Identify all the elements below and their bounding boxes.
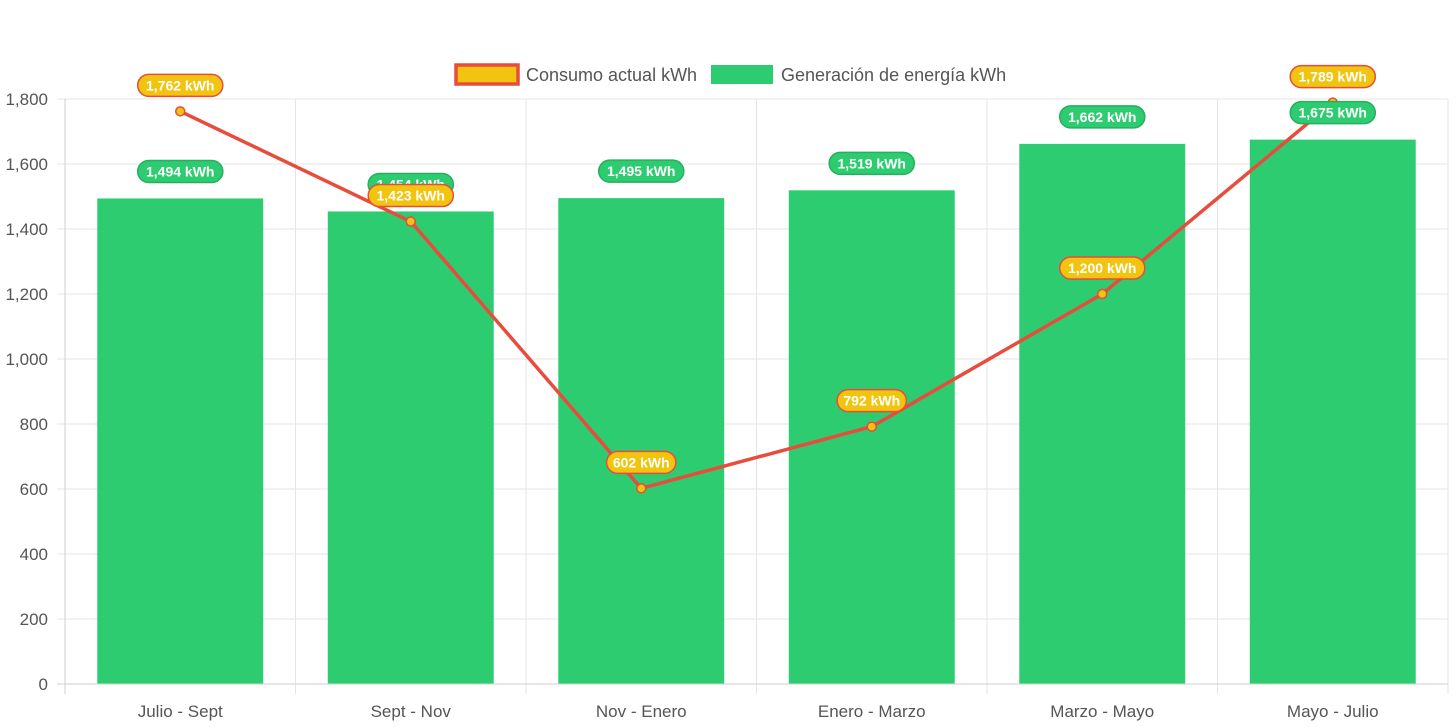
bar-value-label: 1,662 kWh	[1058, 105, 1146, 129]
x-tick-label: Nov - Enero	[596, 702, 687, 721]
data-label-text: 1,494 kWh	[146, 163, 214, 179]
y-tick-label: 1,600	[5, 155, 48, 174]
bar-series	[97, 139, 1416, 685]
bar	[558, 198, 725, 684]
y-tick-label: 1,400	[5, 220, 48, 239]
line-value-label: 602 kWh	[605, 450, 677, 475]
bar	[1019, 143, 1186, 685]
line-value-label: 1,200 kWh	[1058, 256, 1146, 280]
bar-value-label: 1,675 kWh	[1289, 100, 1377, 125]
legend-swatch-generacion	[711, 65, 773, 84]
y-tick-label: 600	[20, 480, 48, 499]
line-point	[636, 483, 647, 494]
bar	[97, 198, 264, 684]
line-point	[175, 106, 186, 117]
bar-value-label: 1,519 kWh	[828, 151, 916, 176]
data-label-text: 1,423 kWh	[377, 188, 445, 204]
data-label-text: 1,675 kWh	[1299, 105, 1367, 121]
data-label-text: 792 kWh	[843, 393, 900, 409]
line-point	[1097, 288, 1108, 300]
line-point	[405, 216, 416, 227]
legend: Consumo actual kWh Generación de energía …	[454, 63, 1006, 86]
data-label-box	[836, 388, 908, 413]
data-label-text: 1,495 kWh	[607, 163, 675, 179]
y-tick-label: 400	[20, 545, 48, 564]
data-label-box	[605, 450, 677, 475]
legend-item-generacion: Generación de energía kWh	[711, 65, 1006, 85]
x-tick-label: Mayo - Julio	[1287, 702, 1379, 721]
x-tick-label: Marzo - Mayo	[1050, 702, 1154, 721]
legend-label-generacion: Generación de energía kWh	[781, 65, 1006, 85]
data-label-box	[1058, 105, 1146, 129]
line-point	[866, 421, 877, 432]
data-label-box	[1289, 100, 1377, 125]
grid	[57, 98, 1449, 694]
y-tick-label: 200	[20, 610, 48, 629]
data-label-text: 1,789 kWh	[1299, 69, 1367, 85]
bar	[788, 190, 955, 684]
bar-value-label: 1,494 kWh	[136, 159, 224, 184]
y-tick-label: 1,200	[5, 285, 48, 304]
x-tick-label: Julio - Sept	[138, 702, 223, 721]
legend-swatch-consumo	[454, 63, 520, 86]
data-label-text: 1,662 kWh	[1068, 109, 1136, 125]
y-tick-label: 1,800	[5, 90, 48, 109]
data-label-box	[828, 151, 916, 176]
data-label-text: 1,519 kWh	[838, 155, 906, 171]
bar	[1249, 139, 1416, 684]
data-label-text: 1,762 kWh	[146, 77, 214, 93]
axes: 0 200 400 600 800 1,000 1,200 1,400 1,600 1,800 Ju…	[5, 90, 1448, 721]
bar	[327, 211, 494, 684]
y-tick-label: 1,000	[5, 350, 48, 369]
data-label-box	[597, 159, 685, 183]
line-value-label: 1,762 kWh	[136, 73, 224, 98]
line-value-label: 1,423 kWh	[367, 183, 455, 208]
data-label-box	[136, 159, 224, 184]
x-tick-label: Sept - Nov	[371, 702, 452, 721]
data-label-text: 1,200 kWh	[1068, 260, 1136, 276]
data-label-box	[136, 73, 224, 98]
bar-value-label: 1,495 kWh	[597, 159, 685, 183]
x-tick-label: Enero - Marzo	[818, 702, 926, 721]
data-label-text: 602 kWh	[613, 454, 670, 470]
y-tick-label: 0	[39, 675, 48, 694]
data-label-box	[367, 183, 455, 208]
legend-label-consumo: Consumo actual kWh	[526, 65, 697, 85]
line-value-label: 792 kWh	[836, 388, 908, 413]
y-tick-label: 800	[20, 415, 48, 434]
data-label-box	[1289, 64, 1377, 89]
legend-item-consumo: Consumo actual kWh	[454, 63, 697, 86]
line-value-label: 1,789 kWh	[1289, 64, 1377, 89]
data-label-box	[1058, 256, 1146, 280]
